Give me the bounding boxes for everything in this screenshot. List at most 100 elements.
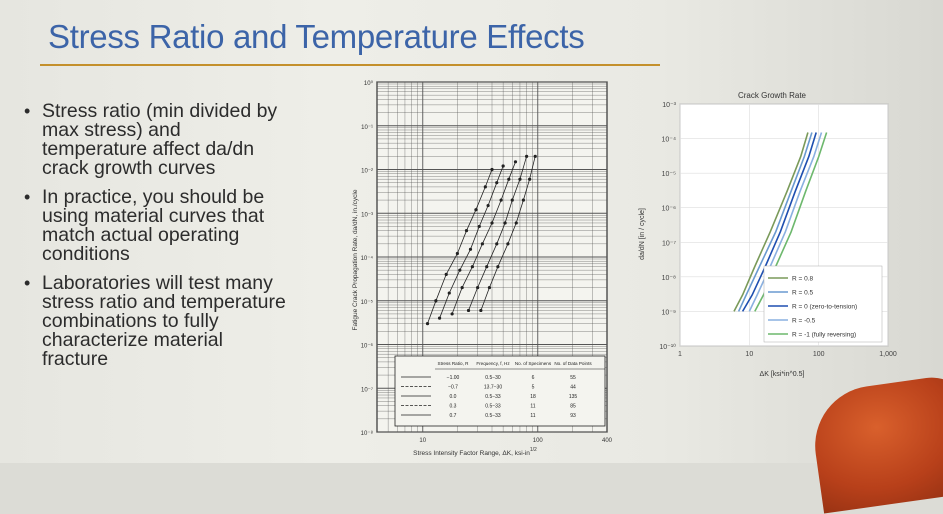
chart1-xlabel: Stress Intensity Factor Range, ΔK, ksi-i… <box>413 447 537 457</box>
chart1-data-point <box>495 242 499 246</box>
chart1-data-point <box>480 242 484 246</box>
chart1-series-line <box>451 161 516 315</box>
chart1-data-point <box>496 265 500 269</box>
bullet-item: • Laboratories will test many stress rat… <box>22 272 342 369</box>
bullet-line: using material curves that <box>42 205 265 227</box>
chart1-data-point <box>487 285 492 290</box>
chart2-x-tick-label: 1,000 <box>879 351 897 358</box>
chart1-data-point <box>477 224 481 229</box>
chart1-points <box>425 154 537 326</box>
chart1-data-point <box>470 265 474 269</box>
chart1-data-point <box>495 181 499 185</box>
chart1-data-point <box>528 177 532 181</box>
chart2-series-line <box>741 132 817 312</box>
chart1-data-point <box>506 242 510 246</box>
chart1-xlabel-main: Stress Intensity Factor Range, ΔK, ksi-i… <box>413 450 530 457</box>
chart1-series-line <box>439 165 504 319</box>
chart1-data-point <box>499 198 503 202</box>
bullet-dot: • <box>24 187 31 207</box>
chart1-table-cell: 0.0 <box>450 394 457 400</box>
chart1-table-cell: 0.7 <box>450 413 457 419</box>
chart1-x-tick-label: 10 <box>419 438 426 444</box>
chart1-data-point <box>521 198 525 202</box>
chart2-series-line <box>748 132 823 312</box>
chart2-legend-label: R = 0.8 <box>792 276 814 283</box>
chart1-data-point <box>485 265 489 269</box>
chart1-data-point <box>466 308 471 313</box>
chart1-data-point <box>490 167 494 172</box>
bullet-line: Laboratories will test many <box>42 272 273 294</box>
chart1-table-cell: 0.5−33 <box>485 404 501 410</box>
chart1-data-point <box>518 177 522 181</box>
bullet-line: temperature affect da/dn <box>42 138 255 160</box>
chart1-data-point <box>490 221 494 225</box>
chart2-legend: R = 0.8 R = 0.5 R = 0 (zero-to-tension) R =… <box>763 265 883 343</box>
chart1-data-point <box>450 312 454 316</box>
bullet-dot: • <box>24 273 31 293</box>
crack-growth-rate-chart: Crack Growth Rate da/dN [in / cycle] ΔK … <box>639 91 897 378</box>
chart1-y-tick-label: 10⁻⁴ <box>361 255 374 262</box>
chart1-table-box <box>394 355 606 427</box>
chart1-data-point <box>447 291 451 295</box>
chart1-table-cell: −0.7 <box>448 385 458 391</box>
chart2-legend-label: R = -0.5 <box>792 318 816 325</box>
bullet-line: max stress) and <box>42 119 181 141</box>
bullet-line: combinations to fully <box>42 310 219 332</box>
chart1-table-cell: 93 <box>570 413 576 419</box>
bullet-dot: • <box>24 101 31 121</box>
chart1-table-header: No. of Data Points <box>554 361 592 366</box>
chart1-y-tick-label: 10⁻² <box>361 169 373 175</box>
bullet-line: conditions <box>42 243 130 265</box>
bullet-line: In practice, you should be <box>42 186 265 208</box>
chart1-data-point <box>468 247 473 251</box>
chart2-series-line <box>754 132 828 312</box>
chart1-table: Stress Ratio, R Frequency, f, Hz No. of Sp… <box>394 355 606 427</box>
chart2-y-tick-label: 10⁻⁵ <box>662 171 676 178</box>
chart2-series-line <box>737 132 813 312</box>
chart1-table-cell: 6 <box>532 375 535 381</box>
chart1-y-tick-label: 10⁻⁷ <box>361 386 373 393</box>
chart1-table-cell: 135 <box>569 394 578 400</box>
chart1-table-cell: −1.00 <box>447 375 460 381</box>
chart1-data-point <box>458 268 462 272</box>
chart1-table-cell: 0.5−30 <box>485 375 501 381</box>
chart2-xlabel: ΔK [ksi*in^0.5] <box>760 371 805 378</box>
chart2-lines <box>733 132 828 312</box>
chart1-table-cell: 11 <box>530 404 535 410</box>
chart2-y-tick-label: 10⁻³ <box>662 102 676 109</box>
chart2-legend-label: R = 0 (zero-to-tension) <box>792 304 857 311</box>
chart1-x-tick-label: 400 <box>602 438 613 444</box>
chart1-table-cell: 5 <box>532 385 535 391</box>
chart1-data-point <box>437 316 442 320</box>
chart1-data-point <box>513 160 518 164</box>
chart1-table-cell: 0.5−33 <box>485 413 501 419</box>
chart1-data-point <box>514 221 518 225</box>
chart1-ylabel: Fatigue Crack Propagation Rate, da/dN, i… <box>352 189 359 330</box>
chart1-x-tick-label: 100 <box>533 438 544 444</box>
chart1-table-cell: 44 <box>570 385 576 391</box>
title-rule <box>40 64 660 66</box>
chart1-data-point <box>507 177 511 181</box>
chart1-table-header: Frequency, f, Hz <box>476 361 510 366</box>
chart1-data-point <box>434 299 438 303</box>
chart2-y-tick-label: 10⁻⁸ <box>662 275 676 282</box>
chart2-title: Crack Growth Rate <box>738 91 807 100</box>
chart1-table-cell: 85 <box>570 404 576 410</box>
bullet-line: crack growth curves <box>42 157 216 179</box>
chart1-data-point <box>479 308 483 313</box>
chart1-data-point <box>510 198 514 202</box>
chart2-y-tick-label: 10⁻¹⁰ <box>659 343 676 351</box>
chart1-y-ticks: 10⁰ 10⁻¹ 10⁻² 10⁻³ 10⁻⁴ 10⁻⁵ 10⁻⁶ 10⁻⁷ 10⁻⁸ <box>361 80 374 437</box>
chart1-y-tick-label: 10⁻³ <box>361 212 373 218</box>
bullet-line: match actual operating <box>42 224 240 246</box>
chart1-data-point <box>474 208 478 212</box>
chart1-table-header: No. of Specimens <box>515 361 552 366</box>
chart1-table-cell: 18 <box>530 394 536 400</box>
bullet-list: • Stress ratio (min divided by max stres… <box>22 101 342 379</box>
chart2-ylabel: da/dN [in / cycle] <box>639 208 646 260</box>
chart1-data-point <box>464 229 469 233</box>
chart1-table-cell: 11 <box>530 413 535 419</box>
chart1-data-point <box>525 154 529 158</box>
chart2-y-tick-label: 10⁻⁶ <box>662 206 676 213</box>
chart1-table-header: Stress Ratio, R <box>438 361 470 366</box>
